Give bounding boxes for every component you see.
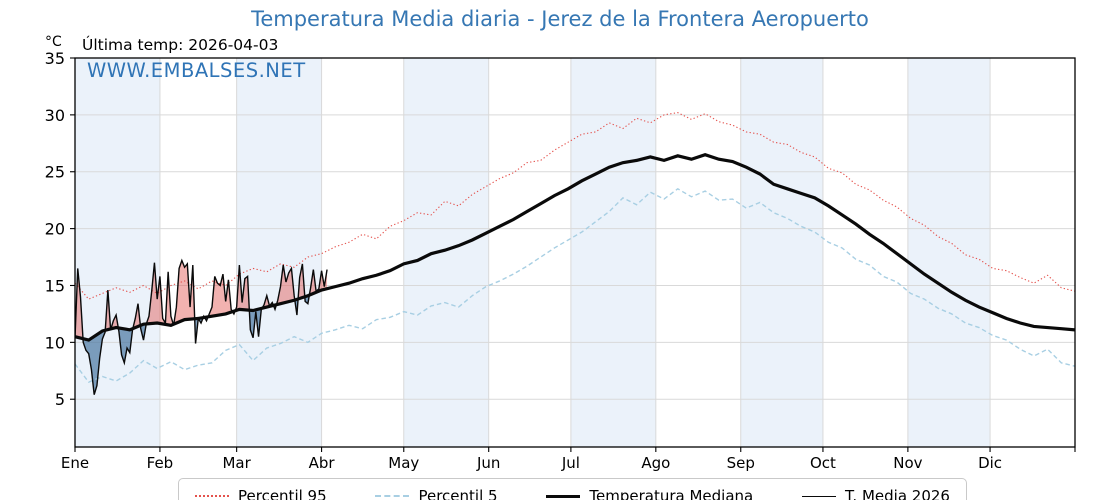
svg-text:35: 35: [45, 49, 65, 68]
dashed-line-sample-icon: [375, 495, 410, 497]
legend-item-percentil-95: Percentil 95: [195, 487, 327, 500]
watermark: WWW.EMBALSES.NET: [87, 59, 306, 82]
svg-text:25: 25: [45, 163, 65, 182]
svg-text:Abr: Abr: [309, 454, 336, 472]
svg-text:5: 5: [55, 390, 65, 409]
last-temp-label: Última temp: 2026-04-03: [82, 36, 279, 54]
dotted-line-sample-icon: [195, 495, 229, 497]
svg-text:30: 30: [45, 106, 65, 125]
legend-item-mediana: Temperatura Mediana: [546, 487, 753, 500]
y-axis-unit-label: °C: [45, 34, 62, 50]
svg-text:Sep: Sep: [727, 454, 755, 472]
svg-text:Ene: Ene: [61, 454, 89, 472]
svg-text:Jun: Jun: [476, 454, 500, 472]
series-t-media-2026: [75, 258, 328, 395]
series-percentil-5: [75, 187, 1075, 384]
svg-text:Nov: Nov: [893, 454, 922, 472]
svg-text:20: 20: [45, 220, 65, 239]
legend-label: Percentil 5: [418, 487, 498, 500]
legend: Percentil 95 Percentil 5 Temperatura Med…: [178, 478, 967, 500]
svg-text:Ago: Ago: [641, 454, 670, 472]
chart-title: Temperatura Media diaria - Jerez de la F…: [251, 7, 869, 31]
month-bands: [75, 58, 991, 447]
svg-text:May: May: [388, 454, 419, 472]
series-temperatura-mediana: [75, 152, 1075, 342]
svg-text:Dic: Dic: [978, 454, 1002, 472]
legend-label: Percentil 95: [238, 487, 327, 500]
svg-text:15: 15: [45, 276, 65, 295]
legend-item-media-2026: T. Media 2026: [802, 487, 950, 500]
svg-text:10: 10: [45, 333, 65, 352]
plot-border: [74, 57, 1076, 448]
thick-line-sample-icon: [546, 494, 581, 498]
svg-text:Mar: Mar: [222, 454, 251, 472]
axis-ticks-labels: Ene Feb Mar Abr May Jun Jul Ago Sep Oct Nov Dic 5 10 1…: [45, 49, 1076, 472]
series-percentil-95: [75, 112, 1075, 300]
svg-text:Oct: Oct: [810, 454, 836, 472]
legend-label: T. Media 2026: [845, 487, 950, 500]
thin-line-sample-icon: [802, 495, 837, 497]
legend-label: Temperatura Mediana: [589, 487, 754, 500]
svg-text:Jul: Jul: [561, 454, 580, 472]
svg-text:Feb: Feb: [147, 454, 174, 472]
legend-item-percentil-5: Percentil 5: [375, 487, 498, 500]
